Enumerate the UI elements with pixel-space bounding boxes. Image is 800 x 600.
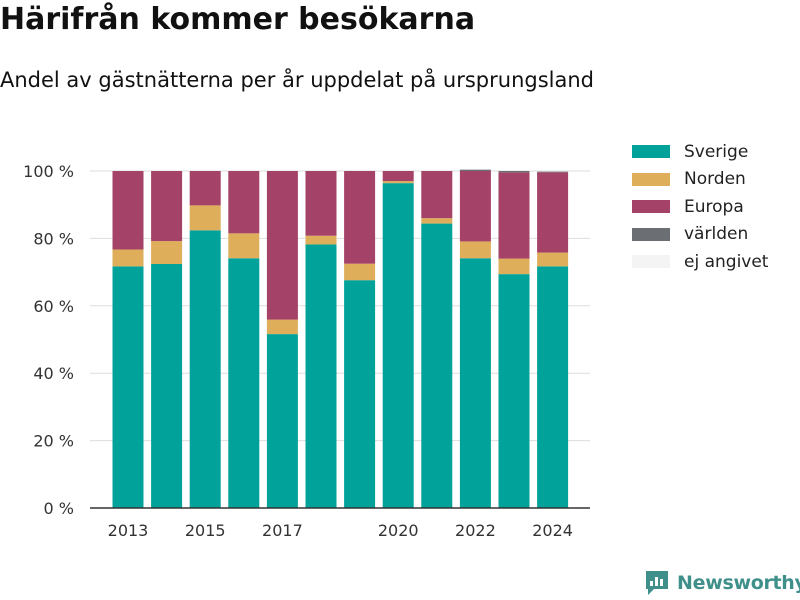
y-tick-label: 60 %: [33, 297, 74, 316]
legend-swatch: [632, 200, 670, 214]
bar-segment-världen[interactable]: [459, 169, 491, 171]
bar-segment-sverige[interactable]: [112, 266, 144, 508]
legend-label: Sverige: [684, 141, 749, 162]
bar-segment-sverige[interactable]: [382, 183, 414, 508]
bar-segment-europa[interactable]: [228, 171, 260, 234]
legend-label: världen: [684, 224, 749, 245]
bar-segment-europa[interactable]: [344, 171, 376, 264]
bar-segment-sverige[interactable]: [266, 334, 298, 508]
x-tick-label: 2020: [378, 521, 419, 540]
bar-segment-norden[interactable]: [498, 258, 530, 275]
legend-item[interactable]: Sverige: [632, 138, 800, 166]
legend-label: Europa: [684, 196, 744, 217]
chart-title: Härifrån kommer besökarna: [0, 2, 476, 37]
bar-segment-norden[interactable]: [228, 233, 260, 259]
legend-item[interactable]: ej angivet: [632, 248, 800, 276]
chart-legend: Sverige Norden Europa världen ej angivet: [632, 138, 800, 276]
bar-segment-sverige[interactable]: [344, 280, 376, 508]
bar-segment-sverige[interactable]: [498, 274, 530, 508]
chart-logo-icon: [646, 571, 668, 595]
bar-segment-världen[interactable]: [498, 171, 530, 173]
bar-segment-sverige[interactable]: [305, 244, 337, 508]
y-tick-label: 20 %: [33, 432, 74, 451]
bar-segment-sverige[interactable]: [459, 258, 491, 508]
legend-swatch: [632, 227, 670, 241]
bar-segment-europa[interactable]: [498, 172, 530, 259]
y-tick-label: 0 %: [44, 499, 74, 518]
bar-segment-europa[interactable]: [537, 172, 569, 253]
y-tick-label: 100 %: [23, 162, 74, 181]
x-tick-label: 2013: [108, 521, 149, 540]
legend-swatch: [632, 255, 670, 269]
bar-segment-europa[interactable]: [421, 171, 453, 219]
bar-segment-europa[interactable]: [266, 171, 298, 320]
bar-segment-norden[interactable]: [266, 319, 298, 335]
bar-segment-norden[interactable]: [112, 249, 144, 267]
legend-item[interactable]: världen: [632, 221, 800, 249]
bar-segment-sverige[interactable]: [151, 264, 183, 508]
logo-text: Newsworthy: [677, 572, 800, 594]
bar-segment-norden[interactable]: [189, 205, 221, 231]
bar-segment-europa[interactable]: [112, 171, 144, 250]
bar-segment-norden[interactable]: [459, 241, 491, 259]
bar-segment-norden[interactable]: [382, 181, 414, 184]
bar-segment-norden[interactable]: [421, 218, 453, 224]
x-tick-label: 2015: [185, 521, 226, 540]
legend-swatch: [632, 172, 670, 186]
bar-segment-norden[interactable]: [151, 241, 183, 265]
x-tick-label: 2017: [262, 521, 303, 540]
y-tick-label: 80 %: [33, 229, 74, 248]
legend-item[interactable]: Norden: [632, 166, 800, 194]
chart-subtitle: Andel av gästnätterna per år uppdelat på…: [0, 68, 594, 92]
legend-item[interactable]: Europa: [632, 193, 800, 221]
bar-segment-europa[interactable]: [382, 171, 414, 182]
bar-segment-sverige[interactable]: [228, 258, 260, 508]
y-tick-label: 40 %: [33, 364, 74, 383]
bar-segment-norden[interactable]: [305, 235, 337, 245]
x-tick-label: 2024: [532, 521, 573, 540]
legend-label: ej angivet: [684, 251, 769, 272]
x-tick-label: 2022: [455, 521, 496, 540]
bar-segment-europa[interactable]: [189, 171, 221, 206]
bar-segment-sverige[interactable]: [189, 230, 221, 508]
bar-segment-norden[interactable]: [344, 263, 376, 281]
bar-segment-europa[interactable]: [151, 171, 183, 242]
bar-segment-världen[interactable]: [537, 171, 569, 173]
bar-segment-sverige[interactable]: [537, 266, 569, 508]
bar-segment-europa[interactable]: [459, 171, 491, 242]
bar-segment-norden[interactable]: [537, 252, 569, 267]
bar-segment-sverige[interactable]: [421, 223, 453, 508]
legend-label: Norden: [684, 169, 746, 190]
newsworthy-logo: Newsworthy: [645, 570, 800, 596]
bar-segment-europa[interactable]: [305, 171, 337, 236]
legend-swatch: [632, 145, 670, 159]
